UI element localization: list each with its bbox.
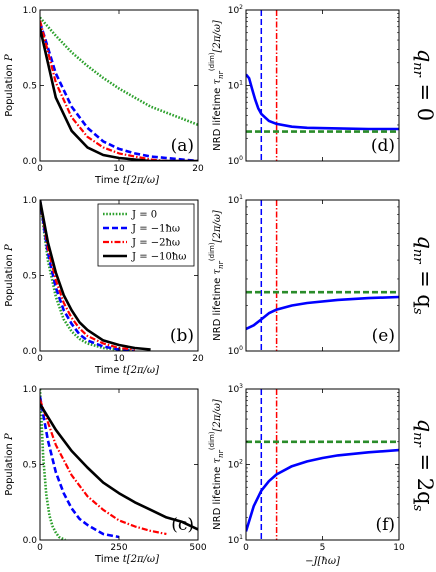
x-axis-label: Time t[2π/ω]	[94, 365, 159, 376]
y-tick-label: 1.0	[23, 196, 38, 206]
y-axis-label: Population P	[4, 244, 15, 307]
x-axis-label: Time t[2π/ω]	[94, 175, 159, 186]
panel-a: 0 10 20 Time t[2π/ω] 0.0 0.5 1.0 Population P (a…	[4, 6, 204, 186]
y-tick-label: 0.5	[23, 82, 37, 92]
series-line-1	[40, 21, 198, 161]
x-tick-label: 0	[37, 164, 43, 174]
y-axis-label: Population P	[4, 54, 15, 117]
x-tick-label: 0	[37, 354, 43, 364]
row-label: qnr = 0	[410, 49, 436, 121]
panel-label: (c)	[171, 515, 194, 535]
x-tick-label: 500	[189, 543, 206, 553]
series-line-0	[246, 73, 399, 131]
x-tick-label: 0	[243, 543, 249, 553]
x-tick-label: 10	[393, 543, 405, 553]
y-tick-label: 102	[228, 459, 243, 471]
series-line-1	[40, 396, 120, 539]
y-tick-label: 0.0	[23, 536, 38, 546]
series-line-2	[40, 200, 135, 351]
series-line-0	[40, 389, 66, 540]
y-tick-label: 101	[228, 80, 243, 92]
y-axis-label: NRD lifetime τnr(dim)[2π/ω]	[208, 210, 225, 341]
series-line-0	[40, 200, 135, 351]
row-label: qnr = qs	[410, 235, 436, 314]
y-axis-label: NRD lifetime τnr(dim)[2π/ω]	[208, 20, 225, 151]
y-tick-label: 103	[228, 383, 243, 395]
series-line-3	[40, 403, 198, 531]
series-line-2	[40, 399, 167, 536]
y-tick-label: 0.0	[23, 347, 38, 357]
legend-entry-label: J = −1ħω	[131, 224, 180, 235]
panel-label: (d)	[371, 136, 395, 156]
y-tick-label: 0.0	[23, 157, 38, 167]
y-tick-label: 0.5	[23, 272, 37, 282]
x-tick-label: 20	[192, 164, 204, 174]
series-line-0	[40, 16, 198, 127]
legend-entry-label: J = −2ħω	[131, 238, 180, 249]
x-tick-label: 10	[113, 164, 125, 174]
row-label: qnr = 2qs	[410, 419, 436, 512]
legend: J = 0 J = −1ħω J = −2ħω J = −10ħω	[97, 203, 195, 267]
legend-entry-label: J = −10ħω	[131, 252, 186, 263]
series-line-0	[246, 295, 399, 331]
y-tick-label: 1.0	[23, 6, 38, 16]
panel-label: (e)	[372, 326, 395, 346]
y-tick-label: 1.0	[23, 385, 38, 395]
x-tick-label: 20	[192, 354, 204, 364]
x-tick-label: 5	[320, 543, 326, 553]
series-line-2	[40, 20, 198, 161]
y-axis-label: Population P	[4, 433, 15, 496]
y-tick-label: 100	[228, 345, 243, 357]
legend-entry-label: J = 0	[131, 210, 157, 221]
y-axis-label: NRD lifetime τnr(dim)[2π/ω]	[208, 399, 225, 530]
x-tick-label: 0	[37, 543, 43, 553]
y-tick-label: 100	[228, 155, 243, 167]
series-line-3	[40, 200, 151, 351]
y-tick-label: 101	[228, 194, 243, 206]
panel-c: 0 250 500 Time t[2π/ω] 0.0 0.5 1.0 Population P…	[4, 385, 207, 565]
panel-label: (a)	[171, 136, 194, 156]
y-tick-label: 0.5	[23, 461, 37, 471]
x-tick-label: 250	[110, 543, 127, 553]
x-tick-label: 10	[113, 354, 125, 364]
series-line-1	[40, 200, 135, 351]
y-tick-label: 102	[228, 4, 243, 16]
panel-label: (b)	[170, 326, 194, 346]
x-axis-label: Time t[2π/ω]	[94, 554, 159, 565]
series-line-0	[246, 448, 399, 532]
panel-b: 0 10 20 Time t[2π/ω] 0.0 0.5 1.0 Population P (b…	[4, 196, 204, 376]
panel-label: (f)	[375, 515, 395, 535]
x-axis-label: −J[ħω]	[305, 556, 340, 567]
y-tick-label: 101	[228, 534, 243, 546]
